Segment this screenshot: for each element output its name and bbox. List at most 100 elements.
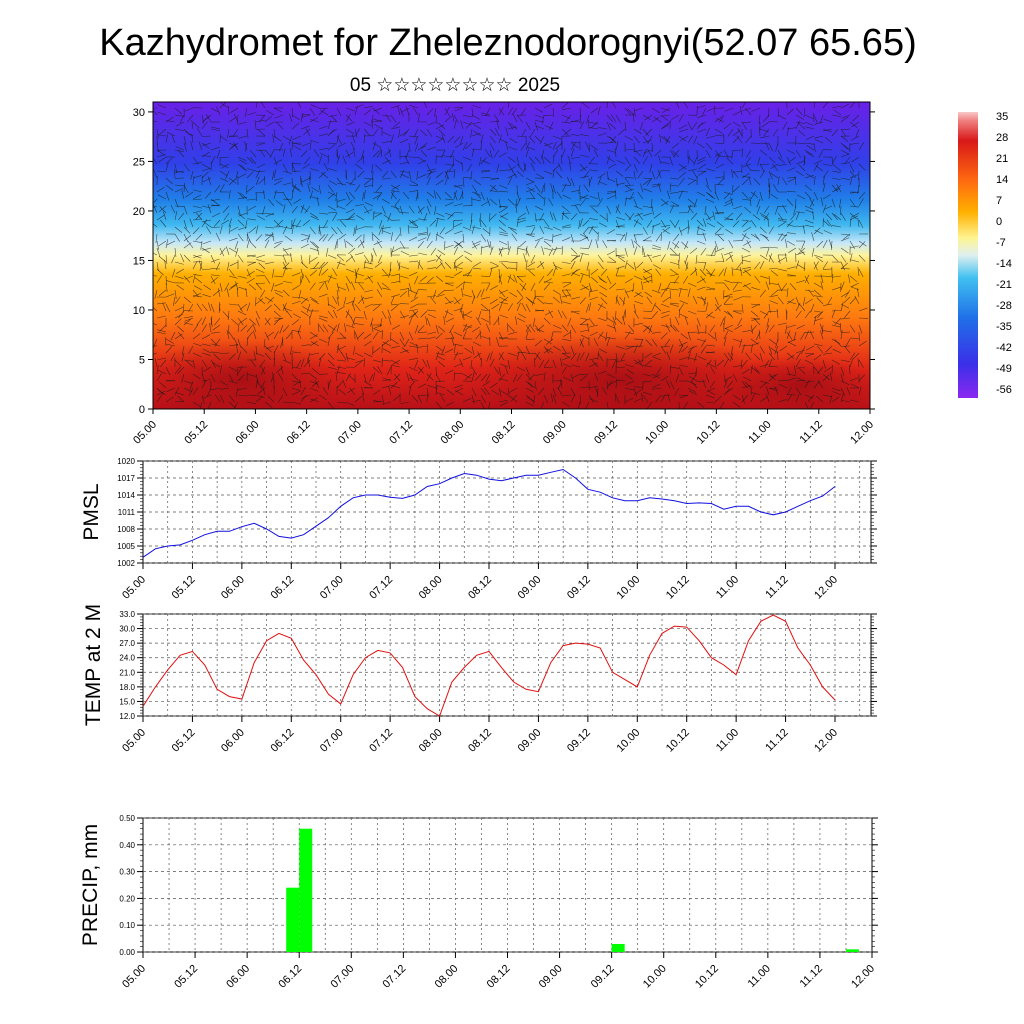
- wind-barb: [165, 346, 173, 354]
- wind-barb: [814, 139, 824, 144]
- x-tick-label: 09.00: [516, 574, 544, 602]
- wind-barb: [557, 162, 563, 172]
- wind-barb: [850, 142, 860, 145]
- wind-barb: [417, 260, 421, 270]
- colorbar-label: 35: [996, 111, 1008, 123]
- wind-barb: [849, 198, 856, 207]
- wind-barb: [745, 149, 752, 158]
- wind-barb: [363, 177, 373, 180]
- wind-barb: [174, 226, 183, 233]
- wind-barb: [507, 166, 516, 172]
- wind-barb: [228, 218, 232, 228]
- wind-barb: [525, 373, 533, 381]
- wind-barb: [345, 309, 350, 319]
- wind-barb: [705, 215, 715, 221]
- wind-barb: [597, 191, 600, 201]
- wind-barb: [263, 338, 266, 348]
- wind-barb: [236, 288, 239, 298]
- wind-barb: [515, 204, 518, 214]
- wind-barb: [222, 311, 230, 319]
- wind-barb: [345, 282, 350, 292]
- wind-barb: [264, 149, 272, 157]
- wind-barb: [318, 317, 328, 322]
- wind-barb: [480, 245, 490, 249]
- wind-barb: [822, 170, 829, 179]
- wind-barb: [327, 233, 334, 242]
- wind-barb: [228, 401, 236, 409]
- y-tick-label: 1020: [117, 457, 135, 466]
- x-tick-label: 10.00: [641, 963, 669, 991]
- wind-barb: [426, 259, 436, 263]
- wind-barb: [354, 352, 364, 358]
- wind-barb: [160, 219, 167, 228]
- wind-barb: [174, 188, 184, 193]
- wind-barb: [371, 323, 374, 333]
- wind-barb: [535, 125, 545, 130]
- wind-barb: [156, 357, 166, 361]
- wind-barb: [634, 386, 644, 389]
- wind-barb: [184, 107, 194, 112]
- wind-barb: [175, 146, 185, 151]
- wind-barb: [462, 281, 465, 291]
- wind-barb: [354, 184, 361, 193]
- wind-barb: [406, 372, 410, 382]
- wind-barb: [462, 324, 472, 328]
- wind-barb: [455, 282, 464, 289]
- wind-barb: [633, 310, 640, 319]
- wind-barb: [345, 240, 354, 247]
- wind-barb: [696, 278, 705, 284]
- wind-barb: [451, 337, 455, 347]
- wind-barb: [228, 237, 238, 242]
- wind-barb: [426, 170, 433, 179]
- wind-barb: [255, 352, 265, 357]
- wind-barb: [282, 163, 288, 172]
- wind-barb: [264, 296, 273, 302]
- wind-barb: [691, 373, 698, 382]
- wind-barb: [724, 279, 734, 284]
- wind-barb: [840, 359, 850, 363]
- wind-barb: [597, 303, 607, 309]
- wind-barb: [719, 401, 725, 409]
- wind-barb: [579, 317, 589, 321]
- wind-barb: [453, 190, 457, 200]
- wind-barb: [289, 345, 293, 355]
- wind-barb: [201, 394, 205, 404]
- wind-barb: [687, 372, 697, 375]
- wind-barb: [624, 247, 628, 257]
- wind-barb: [723, 316, 726, 326]
- x-tick-label: 05.12: [170, 727, 198, 755]
- wind-barb: [493, 366, 500, 375]
- wind-barb: [660, 332, 668, 340]
- wind-barb: [507, 107, 514, 116]
- colorbar-label: 0: [996, 216, 1002, 228]
- wind-barb: [462, 177, 473, 179]
- wind-barb: [589, 296, 599, 301]
- wind-barb: [192, 333, 201, 340]
- wind-barb: [795, 170, 804, 177]
- wind-barb: [382, 177, 392, 180]
- wind-barb: [823, 205, 833, 210]
- wind-barb: [656, 170, 662, 179]
- wind-barb: [622, 316, 626, 326]
- wind-barb: [705, 359, 712, 368]
- wind-barb: [534, 156, 542, 164]
- wind-barb: [509, 227, 518, 235]
- wind-barb: [210, 254, 215, 264]
- wind-barb: [399, 310, 406, 319]
- wind-barb: [363, 373, 367, 383]
- wind-barb: [697, 233, 707, 235]
- wind-barb: [219, 301, 221, 312]
- wind-barb: [352, 345, 356, 355]
- wind-barb: [491, 389, 500, 396]
- wind-barb: [778, 383, 788, 389]
- wind-barb: [371, 114, 374, 124]
- wind-barb: [318, 261, 325, 270]
- wind-barb: [534, 352, 540, 361]
- wind-barb: [177, 150, 185, 158]
- wind-barb: [364, 296, 374, 300]
- wind-barb: [354, 331, 359, 341]
- wind-barb: [534, 184, 541, 193]
- wind-barb: [174, 313, 184, 319]
- wind-barb: [543, 170, 553, 175]
- wind-barb: [516, 373, 523, 382]
